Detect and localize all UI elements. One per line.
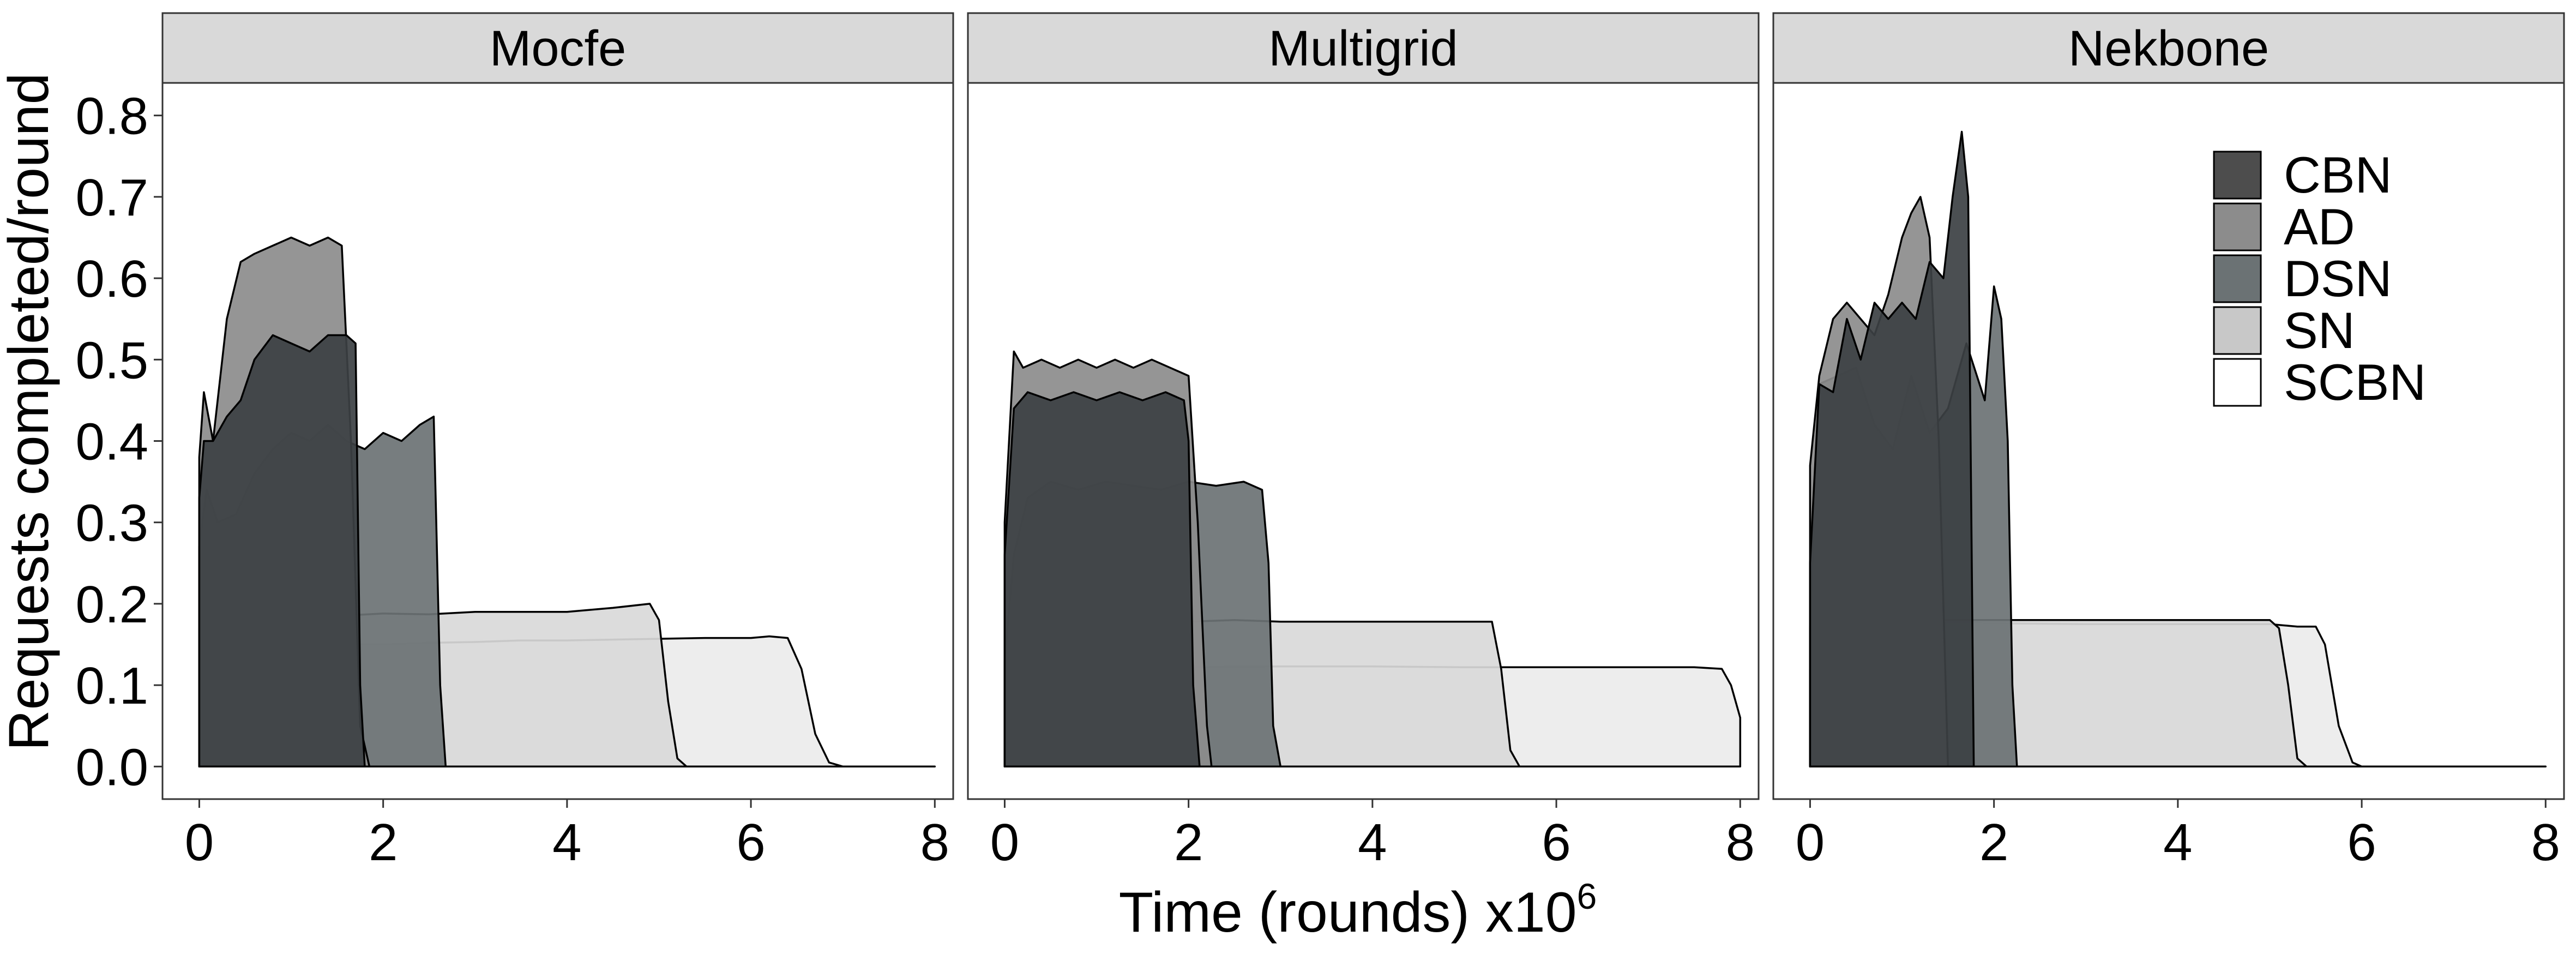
x-axis-title-exponent: 6 bbox=[1577, 876, 1597, 916]
y-tick-label: 0.8 bbox=[76, 87, 148, 146]
panel-mocfe: Mocfe 0 2 4 6 8 bbox=[161, 12, 954, 872]
x-tick-label: 0 bbox=[990, 813, 1019, 872]
x-tick-label: 2 bbox=[1174, 813, 1203, 872]
panel-border bbox=[967, 82, 1760, 800]
panel-strip bbox=[1772, 12, 2565, 84]
y-tick-label: 0.1 bbox=[76, 657, 148, 715]
y-tick-label: 0.6 bbox=[76, 250, 148, 308]
area-series-cbn bbox=[1003, 391, 1201, 768]
panel-nekbone: Nekbone 0 2 4 6 8 bbox=[1772, 12, 2565, 872]
legend-key-scbn bbox=[2213, 358, 2262, 407]
y-tick-label: 0.2 bbox=[76, 575, 148, 634]
legend-label-scbn: SCBN bbox=[2284, 353, 2426, 411]
x-tick-label: 6 bbox=[2347, 813, 2376, 872]
x-tick-label: 6 bbox=[1542, 813, 1570, 872]
y-axis-title: Requests completed/round bbox=[0, 73, 61, 751]
y-tick-label: 0.3 bbox=[76, 494, 148, 553]
x-tick-label: 8 bbox=[2531, 813, 2560, 872]
panel-border bbox=[1772, 82, 2565, 800]
y-tick-label: 0.0 bbox=[76, 738, 148, 796]
panel-strip bbox=[967, 12, 1760, 84]
area-series-cbn bbox=[1809, 130, 1975, 768]
x-tick-label: 4 bbox=[2163, 813, 2192, 872]
legend-key-cbn bbox=[2213, 151, 2262, 200]
panel-title: Mocfe bbox=[490, 21, 627, 76]
area-series-cbn bbox=[198, 334, 366, 768]
x-tick-label: 0 bbox=[1796, 813, 1825, 872]
y-tick-label: 0.4 bbox=[76, 413, 148, 471]
x-tick-label: 4 bbox=[552, 813, 581, 872]
x-tick-label: 8 bbox=[1726, 813, 1755, 872]
x-axis-title-main: Time (rounds) x10 bbox=[1119, 881, 1577, 944]
legend-key-ad bbox=[2213, 202, 2262, 251]
legend-key-sn bbox=[2213, 306, 2262, 355]
panel-strip bbox=[161, 12, 954, 84]
x-tick-label: 4 bbox=[1358, 813, 1387, 872]
legend-label-sn: SN bbox=[2284, 302, 2355, 359]
legend-label-ad: AD bbox=[2284, 198, 2355, 255]
legend-label-cbn: CBN bbox=[2284, 146, 2392, 203]
legend-label-dsn: DSN bbox=[2284, 250, 2392, 307]
x-tick-label: 2 bbox=[1979, 813, 2008, 872]
x-tick-label: 8 bbox=[920, 813, 949, 872]
x-tick-label: 2 bbox=[369, 813, 398, 872]
x-tick-label: 6 bbox=[736, 813, 765, 872]
panel-title: Multigrid bbox=[1268, 21, 1458, 76]
y-tick-label: 0.7 bbox=[76, 169, 148, 227]
x-axis-title: Time (rounds) x106 bbox=[1119, 876, 1597, 944]
panel-multigrid: Multigrid 0 2 4 6 8 bbox=[967, 12, 1760, 872]
y-axis: 0.0 0.1 0.2 0.3 0.4 0.5 0.6 0.7 0.8 bbox=[76, 87, 162, 796]
panel-title: Nekbone bbox=[2068, 21, 2269, 76]
x-tick-label: 0 bbox=[185, 813, 214, 872]
y-tick-label: 0.5 bbox=[76, 331, 148, 389]
legend-key-dsn bbox=[2213, 254, 2262, 303]
